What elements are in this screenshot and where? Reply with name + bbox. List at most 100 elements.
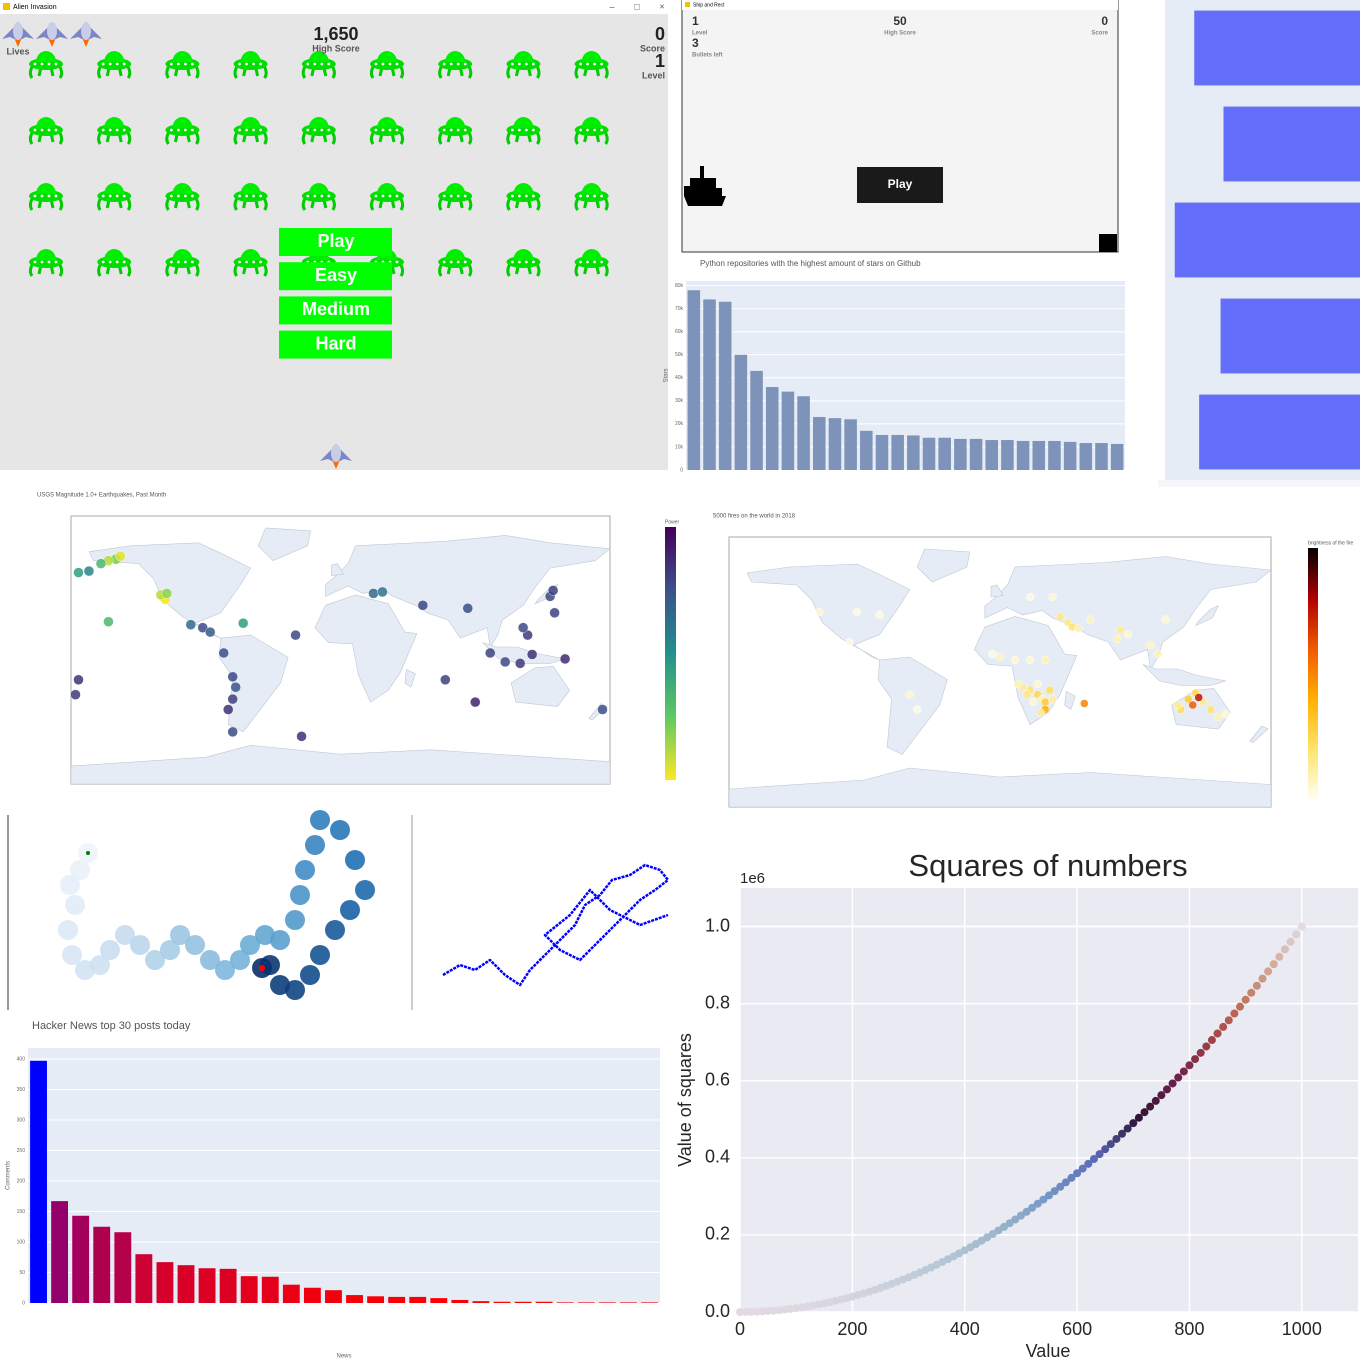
alien-light	[525, 194, 528, 198]
alien-dome	[36, 183, 56, 194]
alien-legs	[369, 195, 405, 211]
window-icon	[685, 2, 690, 7]
bar	[922, 437, 936, 470]
alien	[369, 117, 405, 145]
bar	[860, 430, 873, 470]
alien-light	[252, 194, 255, 198]
alien-light	[442, 194, 446, 198]
point	[115, 925, 135, 945]
alien-light	[395, 128, 399, 132]
point	[60, 875, 80, 895]
window-background	[681, 0, 1119, 253]
alien	[574, 183, 609, 211]
point	[526, 649, 538, 660]
line-chart	[411, 815, 670, 1010]
alien-light	[442, 260, 446, 264]
alien-light	[245, 194, 248, 198]
point	[1230, 1009, 1239, 1018]
alien-light	[313, 62, 317, 66]
point	[1247, 988, 1256, 997]
point	[355, 880, 375, 900]
point	[71, 689, 81, 700]
ship-body	[331, 444, 341, 462]
play-button[interactable]	[857, 167, 943, 203]
alien-light	[184, 260, 187, 264]
menu-button[interactable]	[279, 262, 392, 291]
alien-legs	[301, 195, 336, 211]
play-button-label[interactable]: Play	[888, 177, 913, 191]
point	[115, 551, 126, 562]
ship-flame	[333, 462, 339, 469]
menu-button[interactable]	[279, 296, 392, 325]
bar	[907, 435, 920, 470]
y-tick-label: 200	[17, 1178, 26, 1184]
point	[270, 930, 290, 950]
alien	[28, 249, 64, 277]
alien-light	[191, 128, 194, 132]
point	[1157, 1091, 1166, 1100]
bar	[954, 438, 967, 470]
point	[1061, 1178, 1070, 1187]
point	[1280, 945, 1289, 954]
point	[227, 671, 238, 682]
point	[230, 682, 241, 693]
y-tick-label: 1.0	[705, 915, 730, 935]
menu-button[interactable]	[279, 330, 392, 359]
alien-dome	[240, 117, 261, 128]
bar	[472, 1301, 490, 1303]
point	[1146, 1102, 1155, 1111]
window-control[interactable]: ×	[659, 1, 664, 11]
point	[310, 945, 330, 965]
alien	[97, 249, 132, 277]
bar-chart: 0 10k 20k 30k 40k 50k 60k 70k 80k Python reposito…	[664, 259, 1125, 473]
alien-light	[170, 194, 173, 198]
window-control[interactable]: –	[609, 1, 614, 11]
point	[1146, 640, 1155, 650]
alien	[506, 51, 541, 79]
land	[1249, 725, 1269, 743]
horizontal-bar-chart	[1158, 0, 1360, 487]
scatter-chart: 0 200 400 600 800 1000 0.0 0.2 0.4 0.6 0.8 1.0 Squar…	[675, 848, 1358, 1360]
menu-button-label[interactable]: Easy	[315, 265, 357, 285]
point	[103, 616, 114, 627]
alien	[233, 183, 268, 211]
alien-light	[33, 128, 37, 132]
alien-light	[108, 62, 112, 66]
level-label: Level	[642, 70, 665, 80]
y-tick-label: 10k	[675, 444, 684, 450]
alien-light	[327, 128, 331, 132]
geo-map: USGS Magnitude 1.0+ Earthquakes, Past Mo…	[37, 493, 680, 785]
window-control[interactable]: □	[634, 1, 640, 11]
alien-light	[177, 260, 180, 264]
point	[1207, 1036, 1216, 1045]
menu-button[interactable]	[279, 228, 392, 256]
point	[747, 1307, 756, 1316]
y-tick-label: 0.8	[705, 992, 730, 1012]
point	[145, 950, 165, 970]
alien-light	[191, 194, 194, 198]
alien-legs	[506, 63, 541, 79]
alien-light	[518, 128, 521, 132]
bar	[844, 419, 857, 470]
menu-button-label[interactable]: Hard	[315, 333, 356, 353]
bar	[514, 1301, 532, 1303]
bar	[577, 1302, 595, 1303]
menu-button-label[interactable]: Play	[317, 231, 354, 251]
bar-chart: 0 50 100 150 200 250 300 350 400 Hacker News top …	[6, 1020, 660, 1360]
land	[314, 594, 418, 703]
alien-light	[518, 260, 521, 264]
point	[1095, 1150, 1104, 1159]
point	[1196, 1048, 1205, 1057]
alien-light	[442, 62, 446, 66]
point	[290, 629, 301, 641]
window-title: Ship and Rect	[693, 2, 725, 8]
point	[285, 910, 305, 930]
alien	[506, 183, 541, 211]
ship-body	[81, 22, 91, 40]
alien-light	[101, 194, 105, 198]
alien-dome	[377, 51, 397, 62]
alien-light	[463, 128, 467, 132]
menu-button-label[interactable]: Medium	[302, 299, 370, 319]
alien-legs	[28, 261, 64, 277]
